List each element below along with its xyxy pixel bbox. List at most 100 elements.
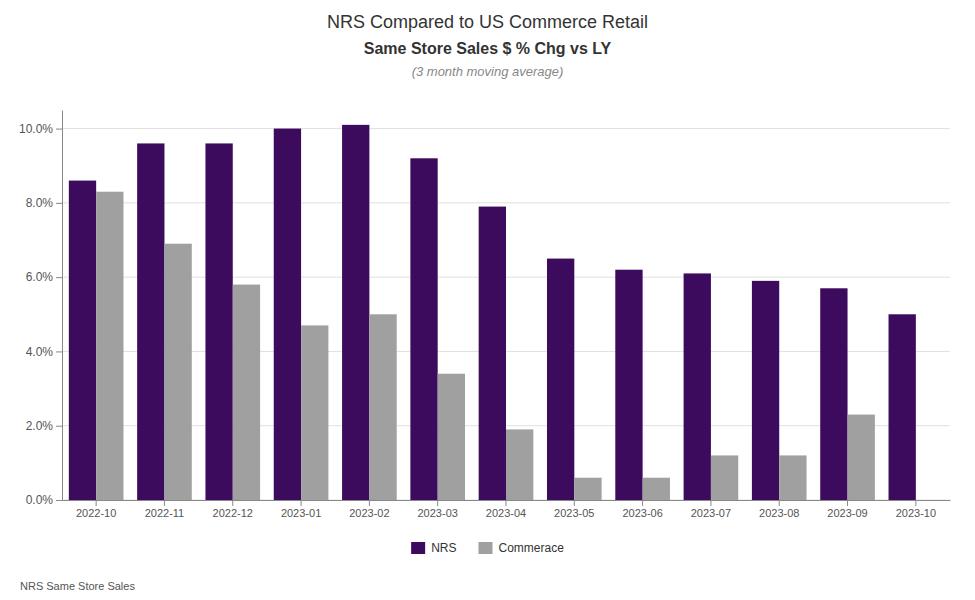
chart: NRS Compared to US Commerce Retail Same S… — [0, 0, 975, 600]
tick: 10.0% — [19, 122, 62, 136]
bar — [274, 129, 301, 500]
axis-line — [62, 111, 63, 501]
tick-label: 2.0% — [26, 419, 54, 433]
tick: 2023-03 — [418, 500, 458, 519]
tick-mark — [56, 426, 62, 427]
series — [96, 192, 875, 500]
tick-mark — [369, 500, 370, 506]
tick-mark — [56, 203, 62, 204]
title: NRS Compared to US Commerce Retail — [327, 12, 648, 32]
tick-label: 2023-05 — [554, 507, 594, 519]
tick: 2.0% — [26, 419, 62, 433]
bar — [779, 455, 806, 500]
annotation: (3 month moving average) — [412, 64, 564, 79]
tick: 0.0% — [26, 493, 62, 507]
tick-label: 0.0% — [26, 493, 54, 507]
tick: 2022-12 — [213, 500, 253, 519]
tick-mark — [915, 500, 916, 506]
tick-mark — [642, 500, 643, 506]
bar — [438, 374, 465, 500]
tick: 2023-04 — [486, 500, 526, 519]
tick-mark — [779, 500, 780, 506]
bar — [96, 192, 123, 500]
tick: 4.0% — [26, 345, 62, 359]
tick-mark — [847, 500, 848, 506]
bar — [506, 429, 533, 500]
tick-label: 2022-12 — [213, 507, 253, 519]
legend: NRS Commerace — [411, 541, 564, 555]
tick-label: 2023-04 — [486, 507, 526, 519]
tick: 2023-06 — [622, 500, 662, 519]
tick-label: 2023-07 — [691, 507, 731, 519]
tick-mark — [437, 500, 438, 506]
tick: 2023-01 — [281, 500, 321, 519]
tick-mark — [506, 500, 507, 506]
bar — [711, 455, 738, 500]
tick: 8.0% — [26, 196, 62, 210]
tick-label: 2023-06 — [622, 507, 662, 519]
tick-label: 10.0% — [19, 122, 53, 136]
bar — [574, 478, 601, 500]
tick-mark — [56, 129, 62, 130]
tick-label: 2023-01 — [281, 507, 321, 519]
tick-label: 2022-10 — [76, 507, 116, 519]
series — [69, 125, 916, 500]
tick: 2022-10 — [76, 500, 116, 519]
tick-mark — [56, 351, 62, 352]
bar — [137, 143, 164, 500]
grid-line — [62, 202, 950, 203]
bars — [69, 125, 916, 500]
legend-label: Commerace — [498, 541, 564, 555]
bar — [643, 478, 670, 500]
bar — [301, 325, 328, 500]
tick-label: 2023-03 — [418, 507, 458, 519]
legend-label: NRS — [431, 541, 456, 555]
bar — [369, 314, 396, 500]
tick: 2023-10 — [896, 500, 936, 519]
legend-swatch — [478, 542, 492, 554]
bar — [820, 288, 847, 500]
y-axis: 0.0% 2.0% 4.0% 6.0% 8.0% 10.0% — [19, 111, 63, 508]
tick-label: 2023-08 — [759, 507, 799, 519]
bar — [752, 281, 779, 500]
tick-label: 8.0% — [26, 196, 54, 210]
bar — [615, 270, 642, 500]
bar — [233, 285, 260, 500]
bar — [547, 259, 574, 500]
bar — [479, 207, 506, 500]
tick-mark — [56, 500, 62, 501]
legend-swatch — [411, 542, 425, 554]
subtitle: Same Store Sales $ % Chg vs LY — [364, 40, 612, 57]
plot: 0.0%2.0%4.0%6.0%8.0%10.0%2022-102022-112… — [19, 111, 951, 519]
tick-mark — [96, 500, 97, 506]
tick: 2022-11 — [145, 500, 185, 519]
footer: NRS Same Store Sales — [20, 580, 135, 592]
legend-item: NRS — [411, 541, 456, 555]
tick-mark — [710, 500, 711, 506]
bar — [848, 415, 875, 500]
tick: 6.0% — [26, 270, 62, 284]
bar — [69, 181, 96, 500]
grid-line — [62, 128, 950, 129]
tick: 2023-05 — [554, 500, 594, 519]
bar — [889, 314, 916, 500]
tick-mark — [301, 500, 302, 506]
tick-mark — [56, 277, 62, 278]
tick: 2023-08 — [759, 500, 799, 519]
tick-label: 2023-09 — [827, 507, 867, 519]
bar — [342, 125, 369, 500]
tick: 2023-07 — [691, 500, 731, 519]
tick-label: 2023-10 — [896, 507, 936, 519]
tick: 2023-09 — [827, 500, 867, 519]
tick-mark — [232, 500, 233, 506]
x-axis: 2022-10 2022-11 2022-12 2023-01 2023-02 2023-… — [63, 500, 951, 519]
tick-label: 4.0% — [26, 345, 54, 359]
tick-label: 6.0% — [26, 270, 54, 284]
legend-item: Commerace — [478, 541, 564, 555]
tick-mark — [574, 500, 575, 506]
bar — [205, 143, 232, 500]
tick-label: 2022-11 — [145, 507, 185, 519]
tick-label: 2023-02 — [349, 507, 389, 519]
tick: 2023-02 — [349, 500, 389, 519]
bar — [684, 273, 711, 500]
